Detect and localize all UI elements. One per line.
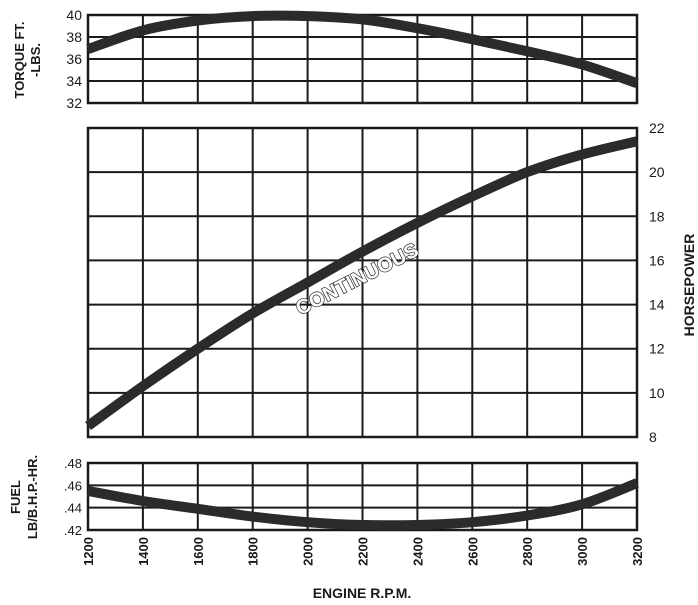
torque-axis-label-line2: -LBS. bbox=[28, 43, 43, 77]
fuel-curve bbox=[87, 478, 639, 531]
fuel-ytick-label: .46 bbox=[64, 478, 82, 493]
horsepower-ytick-label: 8 bbox=[649, 429, 657, 445]
horsepower-panel: 8 10 12 14 16 18 20 22 bbox=[85, 120, 665, 445]
torque-ytick-label: 38 bbox=[66, 29, 82, 45]
x-tick-label: 2600 bbox=[465, 537, 480, 566]
torque-ytick-label: 34 bbox=[66, 73, 82, 89]
horsepower-axis-label: HORSEPOWER bbox=[681, 234, 697, 337]
fuel-ytick-label: .48 bbox=[64, 456, 82, 471]
x-tick-label: 3000 bbox=[575, 537, 590, 566]
x-tick-label: 1600 bbox=[191, 537, 206, 566]
torque-ytick-label: 40 bbox=[66, 7, 82, 23]
fuel-axis-label-line2: LB/B.H.P.-HR. bbox=[25, 455, 40, 539]
x-axis-label: ENGINE R.P.M. bbox=[313, 585, 412, 601]
x-tick-label: 2200 bbox=[356, 537, 371, 566]
fuel-ytick-label: .44 bbox=[64, 501, 82, 516]
torque-curve bbox=[86, 10, 639, 88]
x-axis-ticks: 1200 1400 1600 1800 2000 2200 2400 2600 2800 3000… bbox=[81, 537, 645, 566]
x-tick-label: 1800 bbox=[246, 537, 261, 566]
horsepower-ytick-label: 10 bbox=[649, 385, 665, 401]
fuel-ytick-label: .42 bbox=[64, 523, 82, 538]
x-tick-label: 1200 bbox=[81, 537, 96, 566]
torque-panel: 32 34 36 38 40 bbox=[66, 7, 639, 111]
horsepower-ytick-label: 16 bbox=[649, 252, 665, 268]
horsepower-ytick-label: 14 bbox=[649, 297, 665, 313]
horsepower-ytick-label: 18 bbox=[649, 208, 665, 224]
x-tick-label: 3200 bbox=[630, 537, 645, 566]
horsepower-ytick-label: 22 bbox=[649, 120, 665, 136]
horsepower-curve bbox=[85, 136, 639, 431]
x-tick-label: 1400 bbox=[136, 537, 151, 566]
fuel-axis-label-line1: FUEL bbox=[8, 480, 23, 514]
torque-ytick-label: 32 bbox=[66, 95, 82, 111]
x-tick-label: 2000 bbox=[301, 537, 316, 566]
x-tick-label: 2800 bbox=[520, 537, 535, 566]
torque-ytick-label: 36 bbox=[66, 51, 82, 67]
torque-axis-label-line1: TORQUE FT. bbox=[12, 21, 27, 98]
fuel-panel: .42 .44 .46 .48 bbox=[64, 456, 639, 538]
x-tick-label: 2400 bbox=[410, 537, 425, 566]
horsepower-ytick-label: 20 bbox=[649, 164, 665, 180]
horsepower-ytick-label: 12 bbox=[649, 341, 665, 357]
